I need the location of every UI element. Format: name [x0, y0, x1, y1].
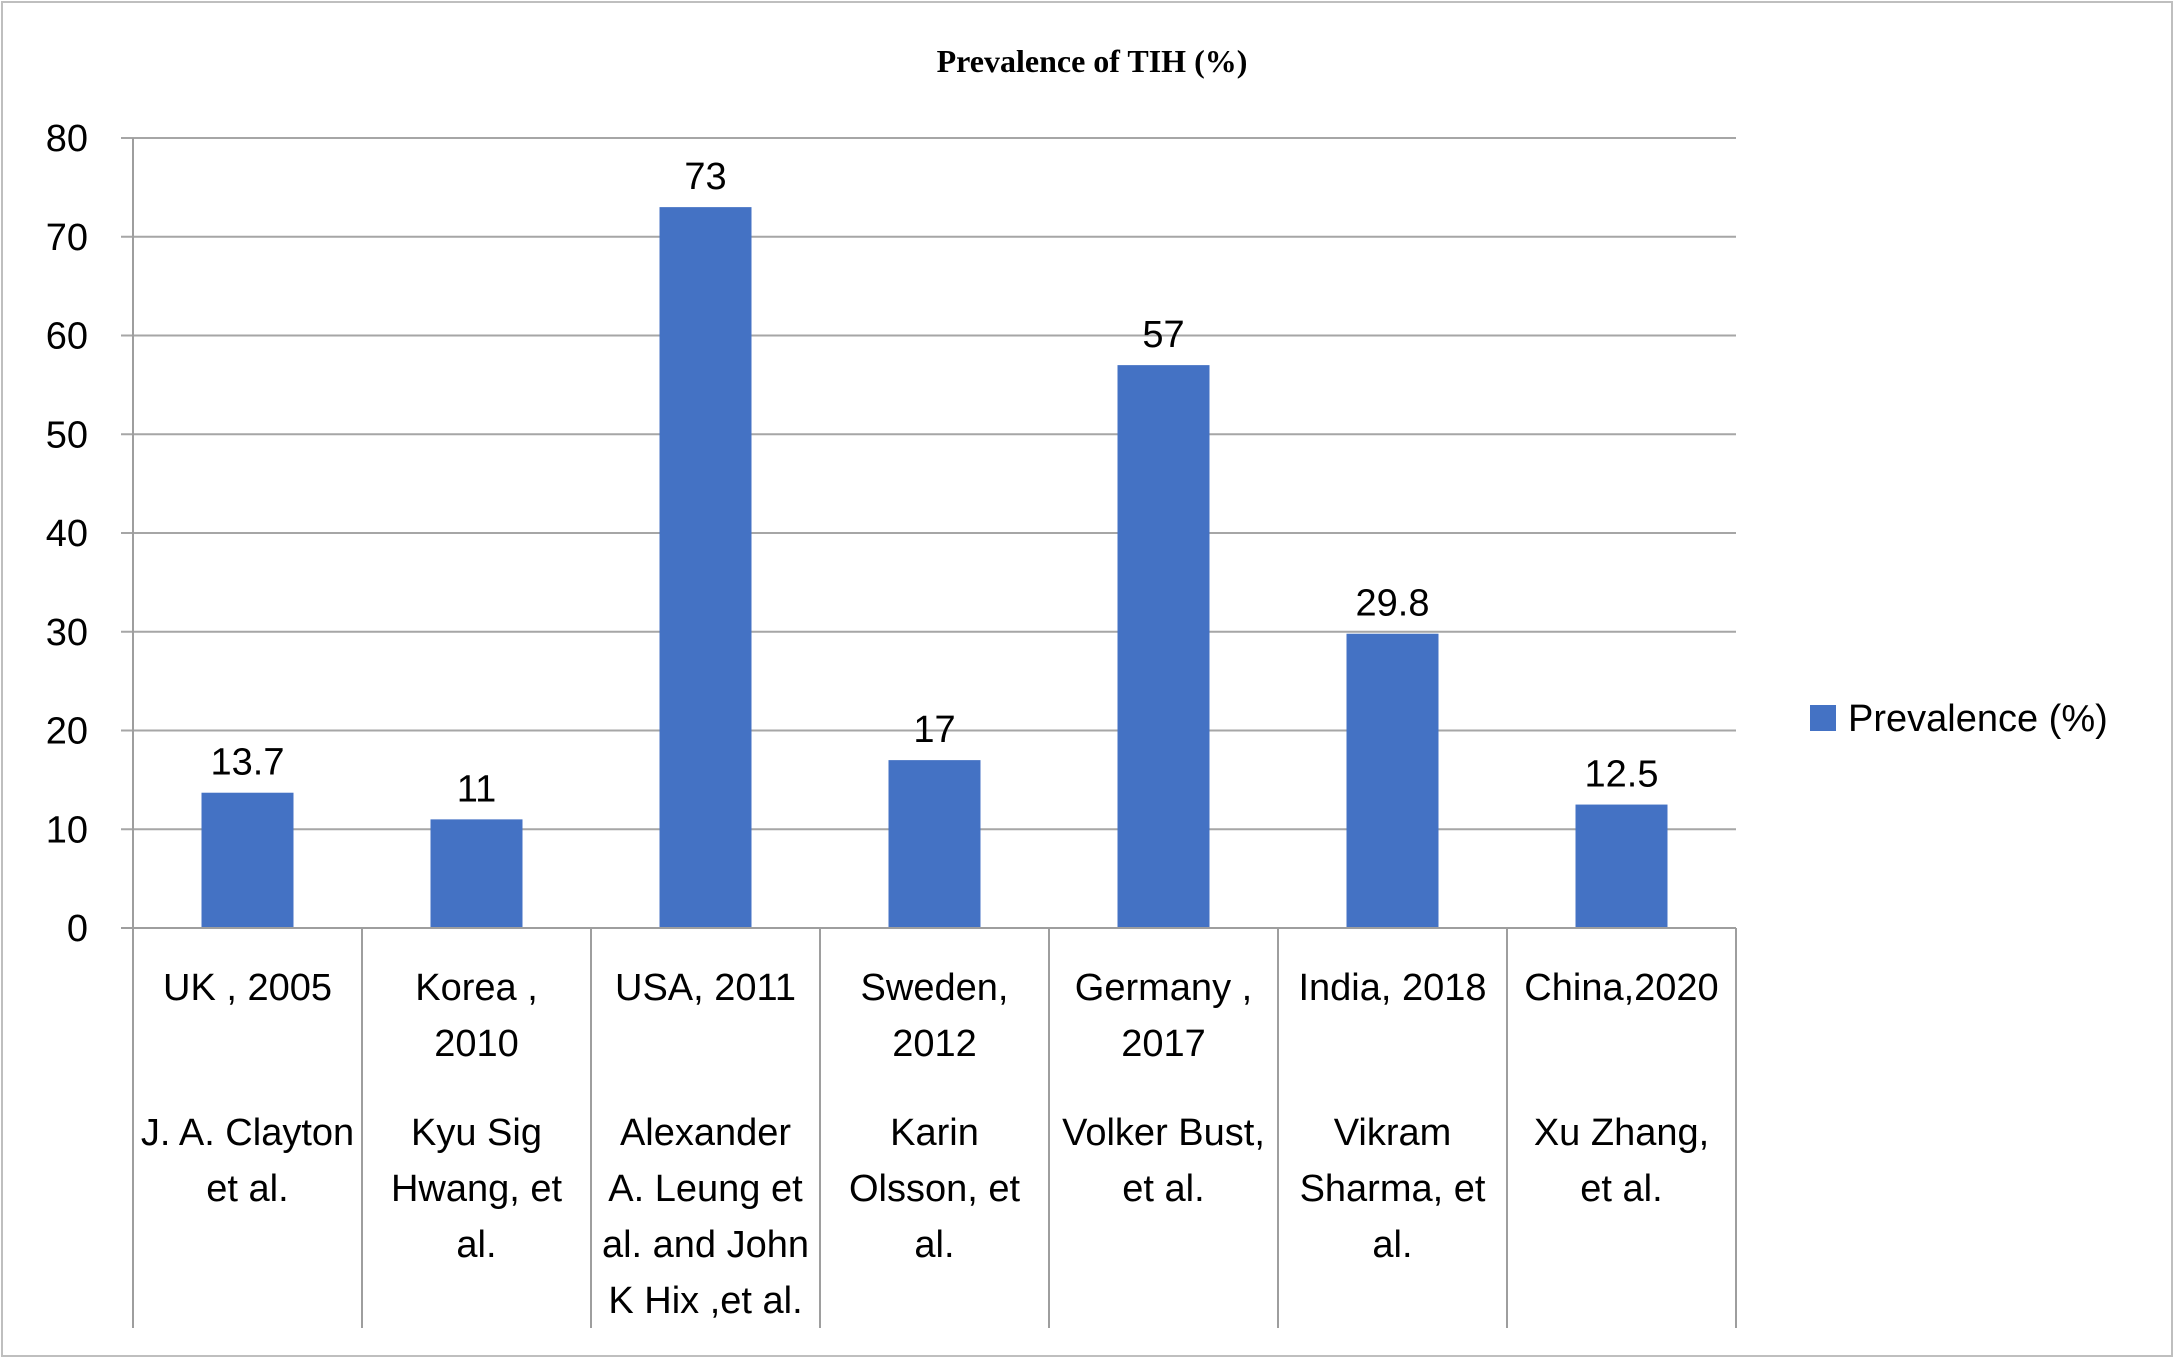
bars — [201, 207, 1668, 928]
data-label: 73 — [684, 156, 726, 198]
category-author-label: Sharma, et — [1300, 1168, 1486, 1210]
category-author-label: Hwang, et — [391, 1168, 563, 1210]
data-labels: 13.7 11 73 17 57 29.8 12.5 — [211, 156, 1659, 810]
data-label: 29.8 — [1356, 583, 1430, 625]
category-label: UK , 2005 — [163, 967, 332, 1009]
legend: Prevalence (%) — [1810, 698, 2108, 740]
category-author-label: et al. — [206, 1168, 288, 1210]
y-tick-label: 20 — [46, 711, 88, 753]
category-author-label: al. — [1372, 1224, 1412, 1266]
y-tick-label: 40 — [46, 513, 88, 555]
category-author-label: al. — [456, 1224, 496, 1266]
axes — [121, 138, 1737, 1328]
bar — [888, 760, 981, 928]
data-label: 11 — [457, 768, 496, 810]
y-tick-label: 0 — [67, 908, 88, 950]
bar — [1346, 633, 1439, 928]
category-label: India, 2018 — [1298, 967, 1486, 1009]
y-tick-label: 70 — [46, 217, 88, 259]
category-label: 2010 — [434, 1023, 519, 1065]
x-axis-category-labels: UK , 2005 J. A. Clayton et al. Korea , 2010 K… — [141, 967, 1719, 1322]
category-author-label: Alexander — [620, 1112, 791, 1154]
category-author-label: al. — [914, 1224, 954, 1266]
chart-title: Prevalence of TIH (%) — [937, 43, 1248, 79]
data-label: 12.5 — [1585, 754, 1659, 796]
category-label: 2012 — [892, 1023, 977, 1065]
category-author-label: K Hix ,et al. — [608, 1280, 802, 1322]
y-tick-label: 60 — [46, 316, 88, 358]
y-tick-label: 80 — [46, 118, 88, 160]
category-author-label: Olsson, et — [849, 1168, 1021, 1210]
category-author-label: Vikram — [1334, 1112, 1452, 1154]
category-label: Sweden, — [861, 967, 1009, 1009]
category-author-label: et al. — [1122, 1168, 1204, 1210]
legend-swatch — [1810, 705, 1836, 731]
bar — [430, 819, 523, 928]
data-label: 17 — [913, 709, 955, 751]
category-label: China,2020 — [1524, 967, 1718, 1009]
bar — [659, 207, 752, 928]
bar — [201, 792, 294, 928]
category-label: Korea , — [415, 967, 538, 1009]
category-label: Germany , — [1075, 967, 1252, 1009]
data-label: 57 — [1142, 314, 1184, 356]
category-author-label: Karin — [890, 1112, 979, 1154]
y-axis-tick-labels: 0 10 20 30 40 50 60 70 80 — [46, 118, 88, 950]
gridlines — [121, 137, 1736, 831]
y-tick-label: 50 — [46, 414, 88, 456]
bar — [1117, 365, 1210, 928]
legend-label: Prevalence (%) — [1848, 698, 2108, 740]
data-label: 13.7 — [211, 742, 285, 784]
category-author-label: al. and John — [602, 1224, 809, 1266]
category-author-label: Kyu Sig — [411, 1112, 542, 1154]
category-author-label: Xu Zhang, — [1534, 1112, 1709, 1154]
category-label: USA, 2011 — [615, 967, 796, 1009]
category-author-label: Volker Bust, — [1062, 1112, 1265, 1154]
category-author-label: et al. — [1580, 1168, 1662, 1210]
category-author-label: J. A. Clayton — [141, 1112, 354, 1154]
category-label: 2017 — [1121, 1023, 1206, 1065]
bar — [1575, 804, 1668, 928]
y-tick-label: 10 — [46, 809, 88, 851]
y-tick-label: 30 — [46, 612, 88, 654]
category-author-label: A. Leung et — [608, 1168, 803, 1210]
